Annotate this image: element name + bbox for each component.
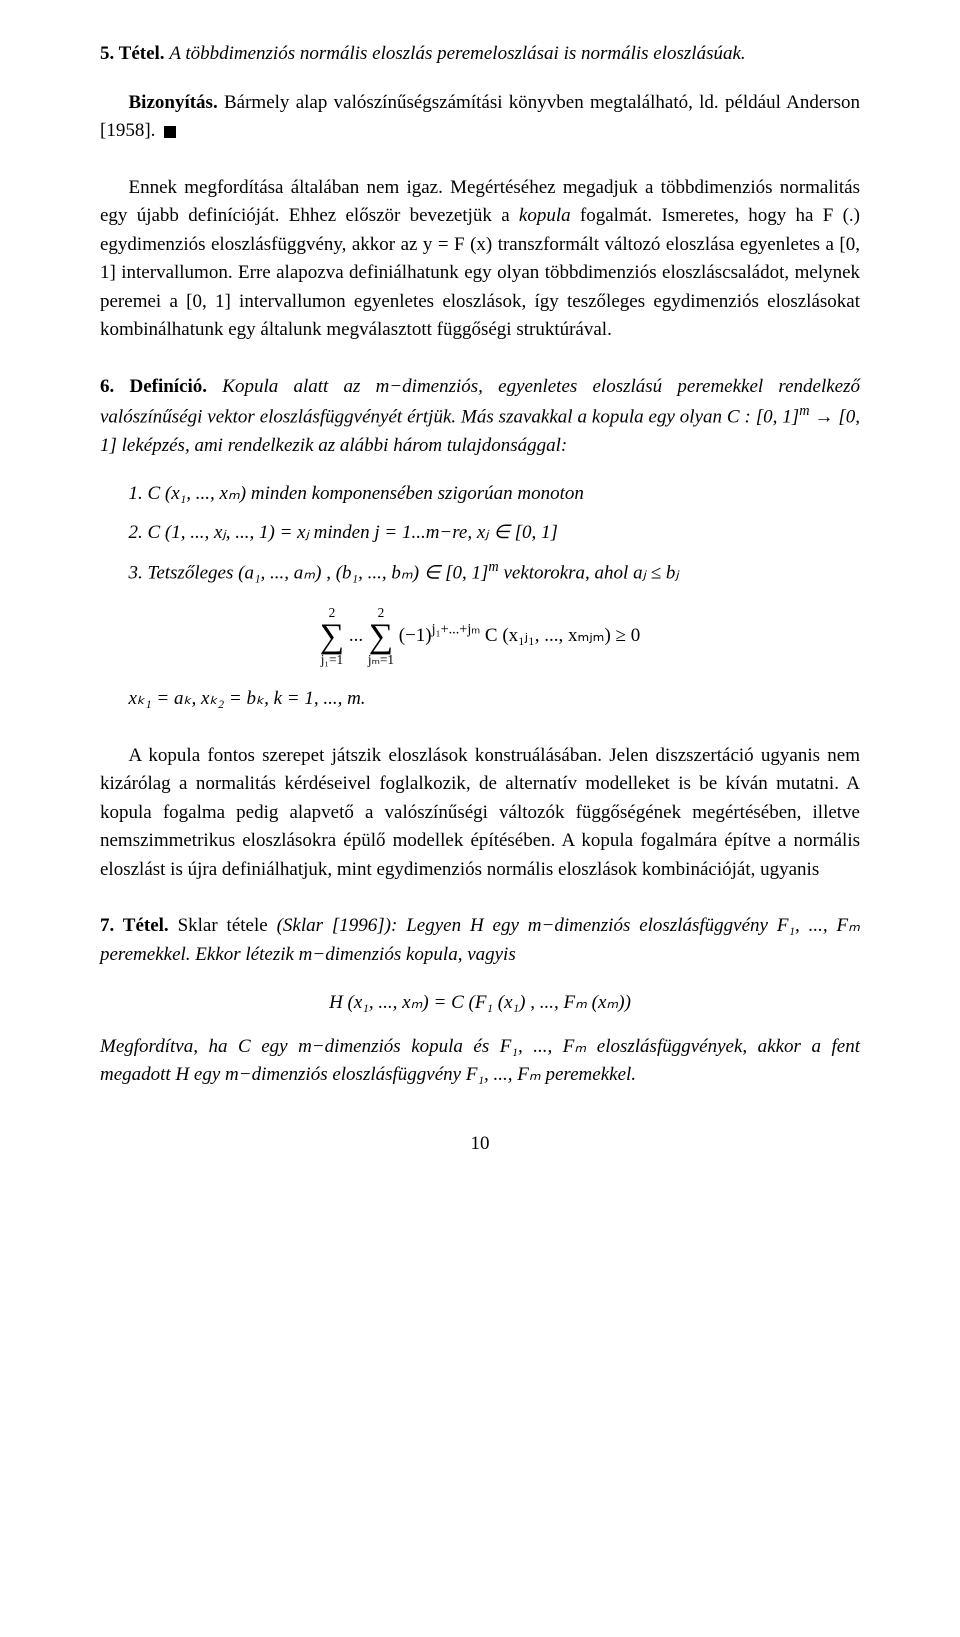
paragraph-copula: Ennek megfordítása általában nem igaz. M… <box>100 174 860 345</box>
formula-sum: 2 ∑ j₁=1 ... 2 ∑ jₘ=1 (−1)j₁+...+jₘ C (x… <box>100 603 860 670</box>
sum-exp: j₁+...+jₘ <box>432 622 481 638</box>
theorem-7-text1: Sklar tétele <box>178 915 277 936</box>
formula2-content: xₖ₁ = aₖ, xₖ₂ = bₖ, k = 1, ..., m. <box>129 688 366 709</box>
proof-5: Bizonyítás. Bármely alap valószínűségszá… <box>100 89 860 146</box>
item2-text: C (1, ..., xⱼ, ..., 1) = xⱼ minden j = 1… <box>148 522 558 543</box>
formula-2-text: xₖ₁ = aₖ, xₖ₂ = bₖ, k = 1, ..., m. <box>129 685 861 714</box>
item3-num: 3. <box>129 563 143 584</box>
def6-text1: Kopula alatt az m−dimenziós, egyenletes … <box>100 376 860 428</box>
theorem-5: 5. Tétel. A többdimenziós normális elosz… <box>100 40 860 69</box>
para2-text: A kopula fontos szerepet játszik eloszlá… <box>100 745 860 880</box>
para1-italic: kopula <box>519 205 571 226</box>
qed-square <box>164 126 176 138</box>
paragraph-converse: Megfordítva, ha C egy m−dimenziós kopula… <box>100 1033 860 1090</box>
formula-3: H (x₁, ..., xₘ) = C (F₁ (x₁) , ..., Fₘ (… <box>100 989 860 1018</box>
definition-6: 6. Definíció. Kopula alatt az m−dimenzió… <box>100 373 860 461</box>
def6-sup: m <box>799 403 809 419</box>
sum-lo-1: j₁=1 <box>320 650 344 670</box>
item2-num: 2. <box>129 522 143 543</box>
item1-num: 1. <box>129 483 143 504</box>
sum-term: (−1) <box>399 625 432 646</box>
para3-text: Megfordítva, ha C egy m−dimenziós kopula… <box>100 1036 860 1086</box>
theorem-7-label: 7. Tétel. <box>100 915 169 936</box>
formula3-content: H (x₁, ..., xₘ) = C (F₁ (x₁) , ..., Fₘ (… <box>329 992 631 1013</box>
paragraph-copula-role: A kopula fontos szerepet játszik eloszlá… <box>100 742 860 885</box>
theorem-7-italic: (Sklar [1996]) <box>277 915 391 936</box>
proof-5-label: Bizonyítás. <box>129 92 218 113</box>
sum-lo-2: jₘ=1 <box>368 650 394 670</box>
def6-label: 6. Definíció. <box>100 376 207 397</box>
page-number: 10 <box>100 1130 860 1159</box>
item3-sup: m <box>488 559 498 575</box>
item3-post: vektorokra, ahol aⱼ ≤ bⱼ <box>503 563 678 584</box>
theorem-7: 7. Tétel. Sklar tétele (Sklar [1996]): L… <box>100 912 860 969</box>
theorem-5-label: 5. Tétel. <box>100 43 165 64</box>
sum-rest: C (x₁ⱼ₁, ..., xₘⱼₘ) ≥ 0 <box>480 625 640 646</box>
sum-dots: ... <box>349 625 363 646</box>
list-item-3: 3. Tetszőleges (a₁, ..., aₘ) , (b₁, ...,… <box>129 557 861 588</box>
list-item-2: 2. C (1, ..., xⱼ, ..., 1) = xⱼ minden j … <box>129 519 861 548</box>
item3-pre: Tetszőleges (a₁, ..., aₘ) , (b₁, ..., bₘ… <box>148 563 489 584</box>
list-item-1: 1. C (x₁, ..., xₘ) minden komponensében … <box>129 480 861 509</box>
item1-text: C (x₁, ..., xₘ) minden komponensében szi… <box>148 483 584 504</box>
theorem-5-statement: A többdimenziós normális eloszlás pereme… <box>169 43 745 64</box>
